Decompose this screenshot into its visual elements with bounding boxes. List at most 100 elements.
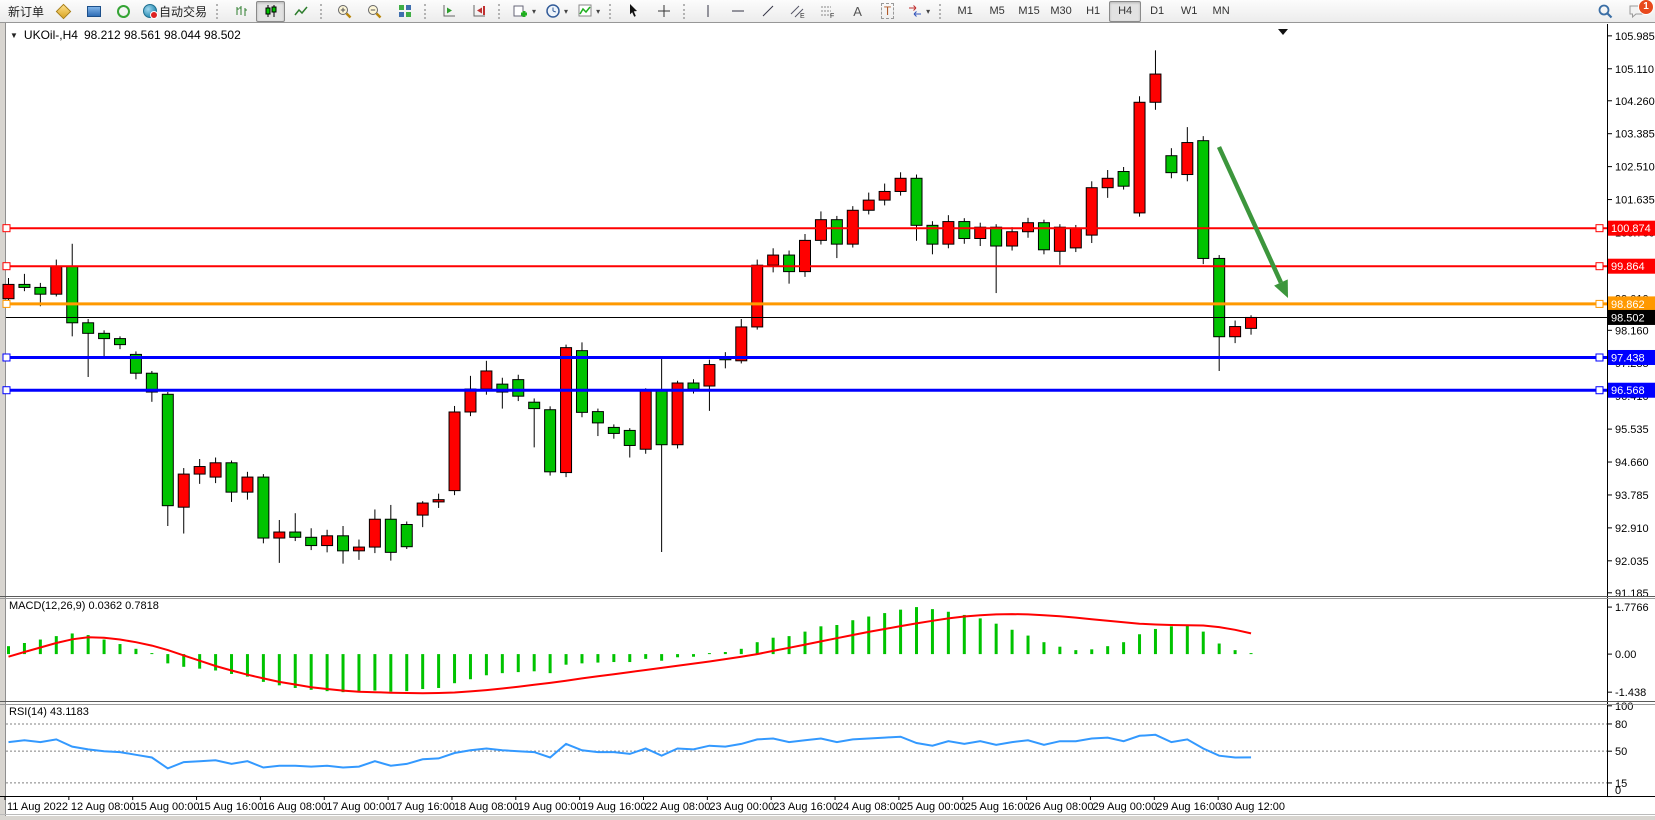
text-label-tool-icon: T xyxy=(880,3,895,19)
notifications-button[interactable]: 1 xyxy=(1621,0,1654,22)
candle xyxy=(161,393,174,507)
svg-text:0: 0 xyxy=(1615,785,1621,797)
bar-chart-button[interactable] xyxy=(226,1,255,22)
vertical-line-button[interactable] xyxy=(693,1,722,22)
candle xyxy=(464,388,477,413)
candle xyxy=(114,338,127,346)
tile-windows-icon xyxy=(398,5,411,17)
text-button[interactable]: A xyxy=(843,1,872,22)
candlestick-chart-button[interactable] xyxy=(256,0,286,22)
profiles-button[interactable]: ▾ xyxy=(541,1,572,22)
candle xyxy=(321,535,334,547)
new-order-button[interactable]: 新订单 xyxy=(4,1,48,22)
candle xyxy=(337,535,350,552)
svg-text:104.260: 104.260 xyxy=(1615,96,1655,108)
candle xyxy=(830,219,843,245)
candle xyxy=(432,499,445,503)
arrows-button[interactable]: ▾ xyxy=(903,1,934,22)
svg-text:94.660: 94.660 xyxy=(1615,457,1649,469)
timeframe-button-M30[interactable]: M30 xyxy=(1050,5,1072,17)
candle xyxy=(416,502,429,516)
terminal-button[interactable] xyxy=(79,1,108,22)
trend-arrow[interactable] xyxy=(1216,29,1288,298)
hline-99.864[interactable]: 99.864 xyxy=(2,258,1655,274)
hline-97.438[interactable]: 97.438 xyxy=(2,349,1655,365)
metaeditor-button[interactable] xyxy=(49,1,78,22)
new-chart-button[interactable]: ▾ xyxy=(508,1,540,22)
timeframe-button-M15[interactable]: M15 xyxy=(1018,5,1040,17)
search-button[interactable] xyxy=(1591,1,1620,22)
auto-scroll-button[interactable] xyxy=(434,1,463,22)
svg-text:102.510: 102.510 xyxy=(1615,162,1655,174)
timeframe-button-M5[interactable]: M5 xyxy=(989,5,1005,17)
macd-indicator-label: MACD(12,26,9) 0.0362 0.7818 xyxy=(9,600,159,612)
trendline-button[interactable] xyxy=(753,1,782,22)
text-label-button[interactable]: T xyxy=(873,1,902,22)
hline-98.862[interactable]: 98.862 xyxy=(2,296,1655,312)
new-chart-icon xyxy=(513,5,528,17)
line-chart-button[interactable] xyxy=(286,1,315,22)
hline-96.568[interactable]: 96.568 xyxy=(2,382,1655,398)
timeframe-button-H1[interactable]: H1 xyxy=(1086,5,1101,17)
candle xyxy=(942,221,955,245)
toolbar: 新订单 自动交易 xyxy=(0,0,1655,23)
horizontal-line-button[interactable] xyxy=(723,1,752,22)
candle xyxy=(129,353,142,374)
candle xyxy=(1133,101,1146,214)
horizontal-line-icon xyxy=(731,10,744,12)
chart-shift-button[interactable] xyxy=(464,1,493,22)
svg-text:16 Aug 08:00: 16 Aug 08:00 xyxy=(262,801,327,813)
candle xyxy=(560,347,573,474)
candle xyxy=(448,411,461,492)
candle xyxy=(50,265,63,295)
candle xyxy=(384,518,397,553)
timeframe-button-H4[interactable]: H4 xyxy=(1109,0,1142,22)
tile-windows-button[interactable] xyxy=(390,1,419,22)
autotrading-button[interactable]: 自动交易 xyxy=(139,1,211,22)
svg-text:29 Aug 16:00: 29 Aug 16:00 xyxy=(1156,801,1221,813)
ohlc-info-bar[interactable]: ▼ UKOil-,H4 98.212 98.561 98.044 98.502 xyxy=(10,28,241,42)
zoom-out-button[interactable] xyxy=(360,1,389,22)
timeframe-button-M1[interactable]: M1 xyxy=(957,5,973,17)
svg-text:22 Aug 08:00: 22 Aug 08:00 xyxy=(646,801,711,813)
svg-text:101.635: 101.635 xyxy=(1615,195,1655,207)
svg-text:25 Aug 00:00: 25 Aug 00:00 xyxy=(901,801,966,813)
candle xyxy=(1165,155,1178,174)
crosshair-button[interactable] xyxy=(649,1,678,22)
candle xyxy=(257,476,270,539)
hline-100.874[interactable]: 100.874 xyxy=(2,220,1655,236)
candle xyxy=(767,254,780,266)
current-price-line: 98.502 xyxy=(6,309,1655,325)
equidistant-channel-button[interactable]: E xyxy=(783,1,812,22)
candlestick-chart-icon xyxy=(265,5,277,17)
candle xyxy=(98,332,111,340)
svg-text:-1.438: -1.438 xyxy=(1615,687,1646,699)
candle xyxy=(910,177,923,226)
fibonacci-button[interactable]: F xyxy=(813,1,842,22)
svg-text:96.568: 96.568 xyxy=(1611,385,1645,397)
svg-text:98.862: 98.862 xyxy=(1611,299,1645,311)
zoom-in-button[interactable] xyxy=(330,1,359,22)
svg-text:F: F xyxy=(830,13,834,19)
timeframe-button-W1[interactable]: W1 xyxy=(1180,5,1198,17)
cursor-button[interactable] xyxy=(619,1,648,22)
indicators-button[interactable]: ▾ xyxy=(573,1,604,22)
cursor-icon xyxy=(630,4,638,17)
autotrading-icon xyxy=(143,4,159,19)
svg-text:99.864: 99.864 xyxy=(1611,261,1645,273)
candle xyxy=(209,462,222,478)
dropdown-arrow-icon: ▾ xyxy=(926,6,931,16)
svg-text:0.00: 0.00 xyxy=(1615,649,1636,661)
candle xyxy=(82,322,95,334)
timeframe-button-D1[interactable]: D1 xyxy=(1150,5,1165,17)
zoom-out-icon xyxy=(368,4,382,18)
svg-text:98.502: 98.502 xyxy=(1611,312,1645,324)
svg-text:100.874: 100.874 xyxy=(1611,223,1651,235)
svg-text:18 Aug 08:00: 18 Aug 08:00 xyxy=(454,801,519,813)
autotrading-label: 自动交易 xyxy=(159,4,208,19)
signals-button[interactable] xyxy=(109,1,138,22)
time-axis: 11 Aug 2022 12 Aug 08:00 15 Aug 00:00 15 Au… xyxy=(4,796,1285,813)
timeframe-button-MN[interactable]: MN xyxy=(1212,5,1230,17)
toolbar-grip xyxy=(609,3,614,19)
